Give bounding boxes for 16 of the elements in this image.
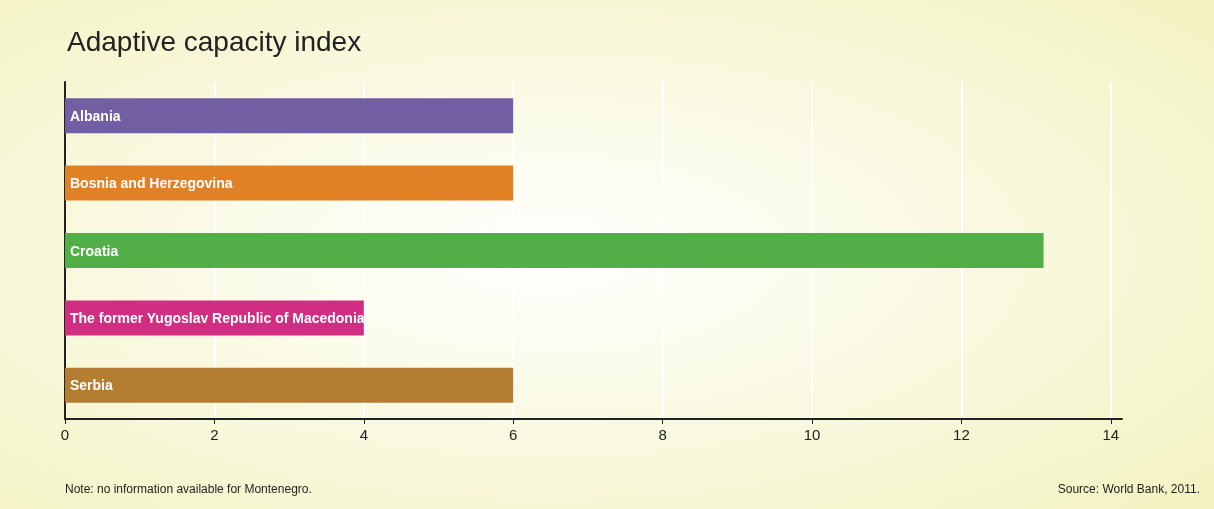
y-tick-label: Albania — [70, 107, 121, 124]
chart-title: Adaptive capacity index — [67, 25, 362, 57]
y-tick-label: The former Yugoslav Republic of Macedonia — [70, 309, 365, 326]
x-tick-label: 10 — [803, 426, 821, 443]
x-tick-label: 8 — [658, 426, 667, 443]
text: Note: no information available for Montenegro. — [65, 482, 312, 496]
source-note: Source: World Bank, 2011. — [1057, 482, 1201, 496]
x-tick-label: 12 — [953, 426, 970, 443]
x-tick-label: 14 — [1102, 426, 1120, 443]
x-tick-label: 4 — [359, 426, 368, 443]
y-tick-label: Bosnia and Herzegovina — [70, 175, 233, 192]
x-tick-label: 2 — [210, 426, 219, 443]
y-tick-label: Serbia — [70, 377, 114, 394]
x-tick-label: 0 — [60, 426, 70, 443]
y-tick-label: Croatia — [70, 242, 119, 259]
x-tick-label: 6 — [509, 426, 518, 443]
